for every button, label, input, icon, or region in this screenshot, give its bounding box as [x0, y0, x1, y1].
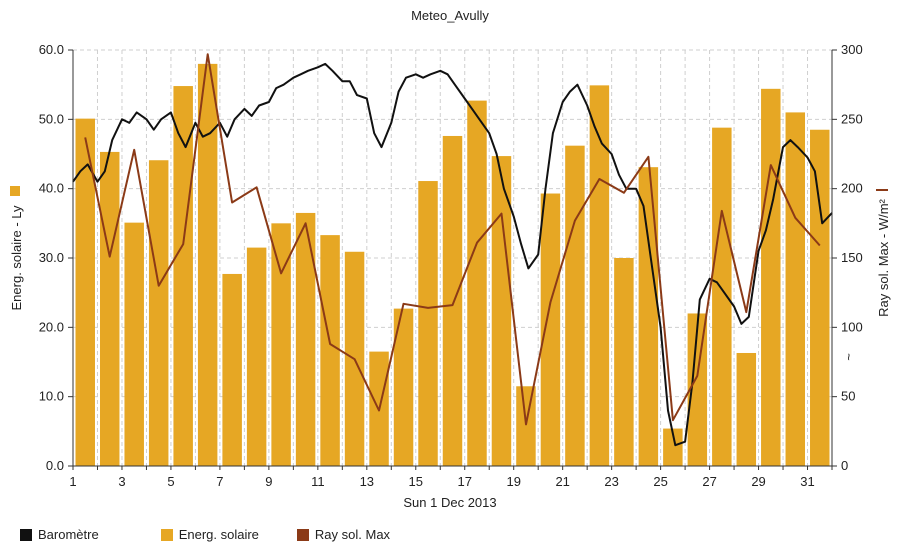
bar [295, 212, 316, 466]
bar [442, 135, 463, 466]
legend-swatch-left-axis [10, 186, 20, 196]
tick-label-right: 150 [841, 250, 863, 265]
legend-swatch-ray-sol-max [296, 528, 309, 541]
tick-label-left: 0.0 [46, 458, 64, 473]
bar [638, 167, 659, 466]
tick-label-x: 29 [751, 474, 765, 489]
legend-item-ray-sol-max: Ray sol. Max [296, 527, 391, 542]
tick-label-x: 15 [409, 474, 423, 489]
bar [565, 145, 585, 466]
tick-label-x: 25 [653, 474, 667, 489]
x-axis-label: Sun 1 Dec 2013 [403, 495, 496, 510]
tick-label-left: 10.0 [39, 389, 64, 404]
bar [393, 308, 414, 466]
tick-label-x: 13 [360, 474, 374, 489]
bar [173, 86, 193, 466]
legend-item-barometre: Baromètre [20, 527, 99, 542]
bar [614, 258, 634, 466]
bar [712, 127, 732, 467]
legend-swatch-right-axis [876, 189, 888, 191]
bars-energ-solaire [75, 63, 830, 467]
tick-label-right: 0 [841, 458, 848, 473]
tick-label-right: 200 [841, 181, 863, 196]
tick-label-x: 5 [167, 474, 174, 489]
tick-label-x: 11 [311, 474, 325, 489]
bar [687, 313, 708, 466]
tick-label-x: 21 [555, 474, 569, 489]
axes: 0.0 10.0 20.0 30.0 40.0 50.0 60.0 0 50 100 150 200 2… [39, 42, 863, 489]
tick-label-x: 23 [604, 474, 618, 489]
bar [663, 428, 683, 466]
tick-label-x: 27 [702, 474, 716, 489]
tick-label-right: 250 [841, 111, 863, 126]
legend-label-energ-solaire: Energ. solaire [178, 527, 259, 542]
bar [99, 151, 120, 467]
chart: Meteo_Avully 0.0 10.0 20.0 30.0 40.0 50.0 60.0… [9, 8, 891, 510]
bar [467, 100, 487, 466]
bar [810, 129, 830, 466]
legend: Baromètre Energ. solaire Ray sol. Max [20, 527, 390, 542]
bar [736, 352, 757, 466]
lines [72, 53, 833, 447]
tick-label-x: 19 [506, 474, 520, 489]
tick-label-left: 30.0 [39, 250, 64, 265]
tick-label-x: 9 [265, 474, 272, 489]
tick-label-left: 50.0 [39, 111, 64, 126]
tick-label-x: 3 [118, 474, 125, 489]
bar [491, 156, 512, 466]
legend-swatch-barometre [20, 528, 32, 541]
bar [246, 247, 267, 466]
tick-label-left: 60.0 [39, 42, 64, 57]
bar [222, 273, 242, 466]
legend-item-energ-solaire: Energ. solaire [160, 527, 259, 542]
right-axis-mark: ~ [841, 353, 856, 361]
tick-label-right: 300 [841, 42, 863, 57]
legend-swatch-energ-solaire [160, 528, 173, 541]
bar [148, 160, 169, 467]
y-axis-right-label: Ray sol. Max - W/m² [876, 198, 891, 316]
bar [75, 118, 95, 466]
bar [589, 85, 610, 467]
bar [271, 223, 291, 466]
bar [516, 386, 536, 466]
tick-label-right: 50 [841, 389, 855, 404]
line-barometre [72, 62, 833, 447]
chart-title: Meteo_Avully [411, 8, 489, 23]
tick-label-x: 7 [216, 474, 223, 489]
bar [320, 235, 340, 466]
legend-label-ray-sol-max: Ray sol. Max [314, 527, 391, 542]
bar [124, 222, 144, 466]
bar [197, 63, 218, 466]
y-axis-left-label: Energ. solaire - Ly [9, 205, 24, 311]
legend-label-barometre: Baromètre [38, 527, 99, 542]
bar [540, 193, 561, 466]
tick-label-left: 40.0 [39, 181, 64, 196]
tick-label-x: 31 [800, 474, 814, 489]
tick-label-x: 17 [458, 474, 472, 489]
line-ray-sol-max [84, 53, 821, 426]
tick-label-left: 20.0 [39, 319, 64, 334]
bar [418, 181, 438, 467]
bar [785, 112, 806, 467]
tick-label-right: 100 [841, 319, 863, 334]
tick-label-x: 1 [69, 474, 76, 489]
bar [761, 88, 781, 467]
